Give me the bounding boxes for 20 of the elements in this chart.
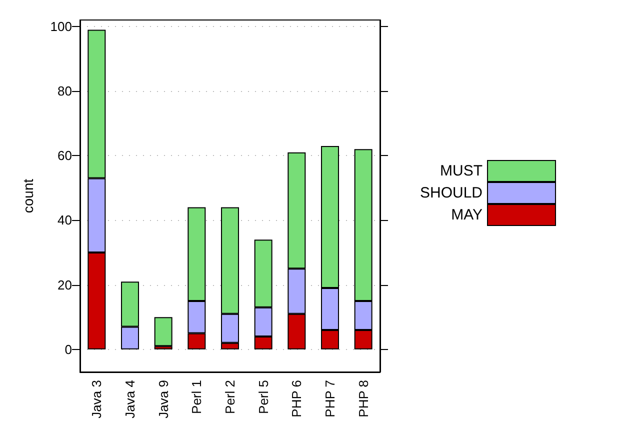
y-tick-label: 80 [58,84,72,99]
bar [154,317,172,346]
y-axis-title: count [20,178,36,214]
y-tick-label: 40 [58,212,72,228]
x-tick-label: Java 4 [122,380,138,418]
x-tick-label: Java 9 [156,380,171,418]
x-tick-label: PHP 6 [289,380,304,418]
y-tick-label: 20 [58,277,72,292]
x-tick-label: PHP 7 [322,380,338,418]
x-tick-label: Perl 1 [189,380,204,414]
y-tick-label: 100 [50,18,72,34]
y-tick-label: 0 [64,342,72,357]
x-tick-label: PHP 8 [356,380,371,418]
legend-label: MUST [440,162,483,180]
legend-label: MAY [451,206,483,224]
y-tick-label: 60 [58,148,72,164]
legend-label: SHOULD [420,184,483,202]
x-tick-label: Java 3 [89,380,104,418]
x-tick-label: Perl 5 [256,380,271,414]
x-tick-label: Perl 2 [222,380,238,414]
